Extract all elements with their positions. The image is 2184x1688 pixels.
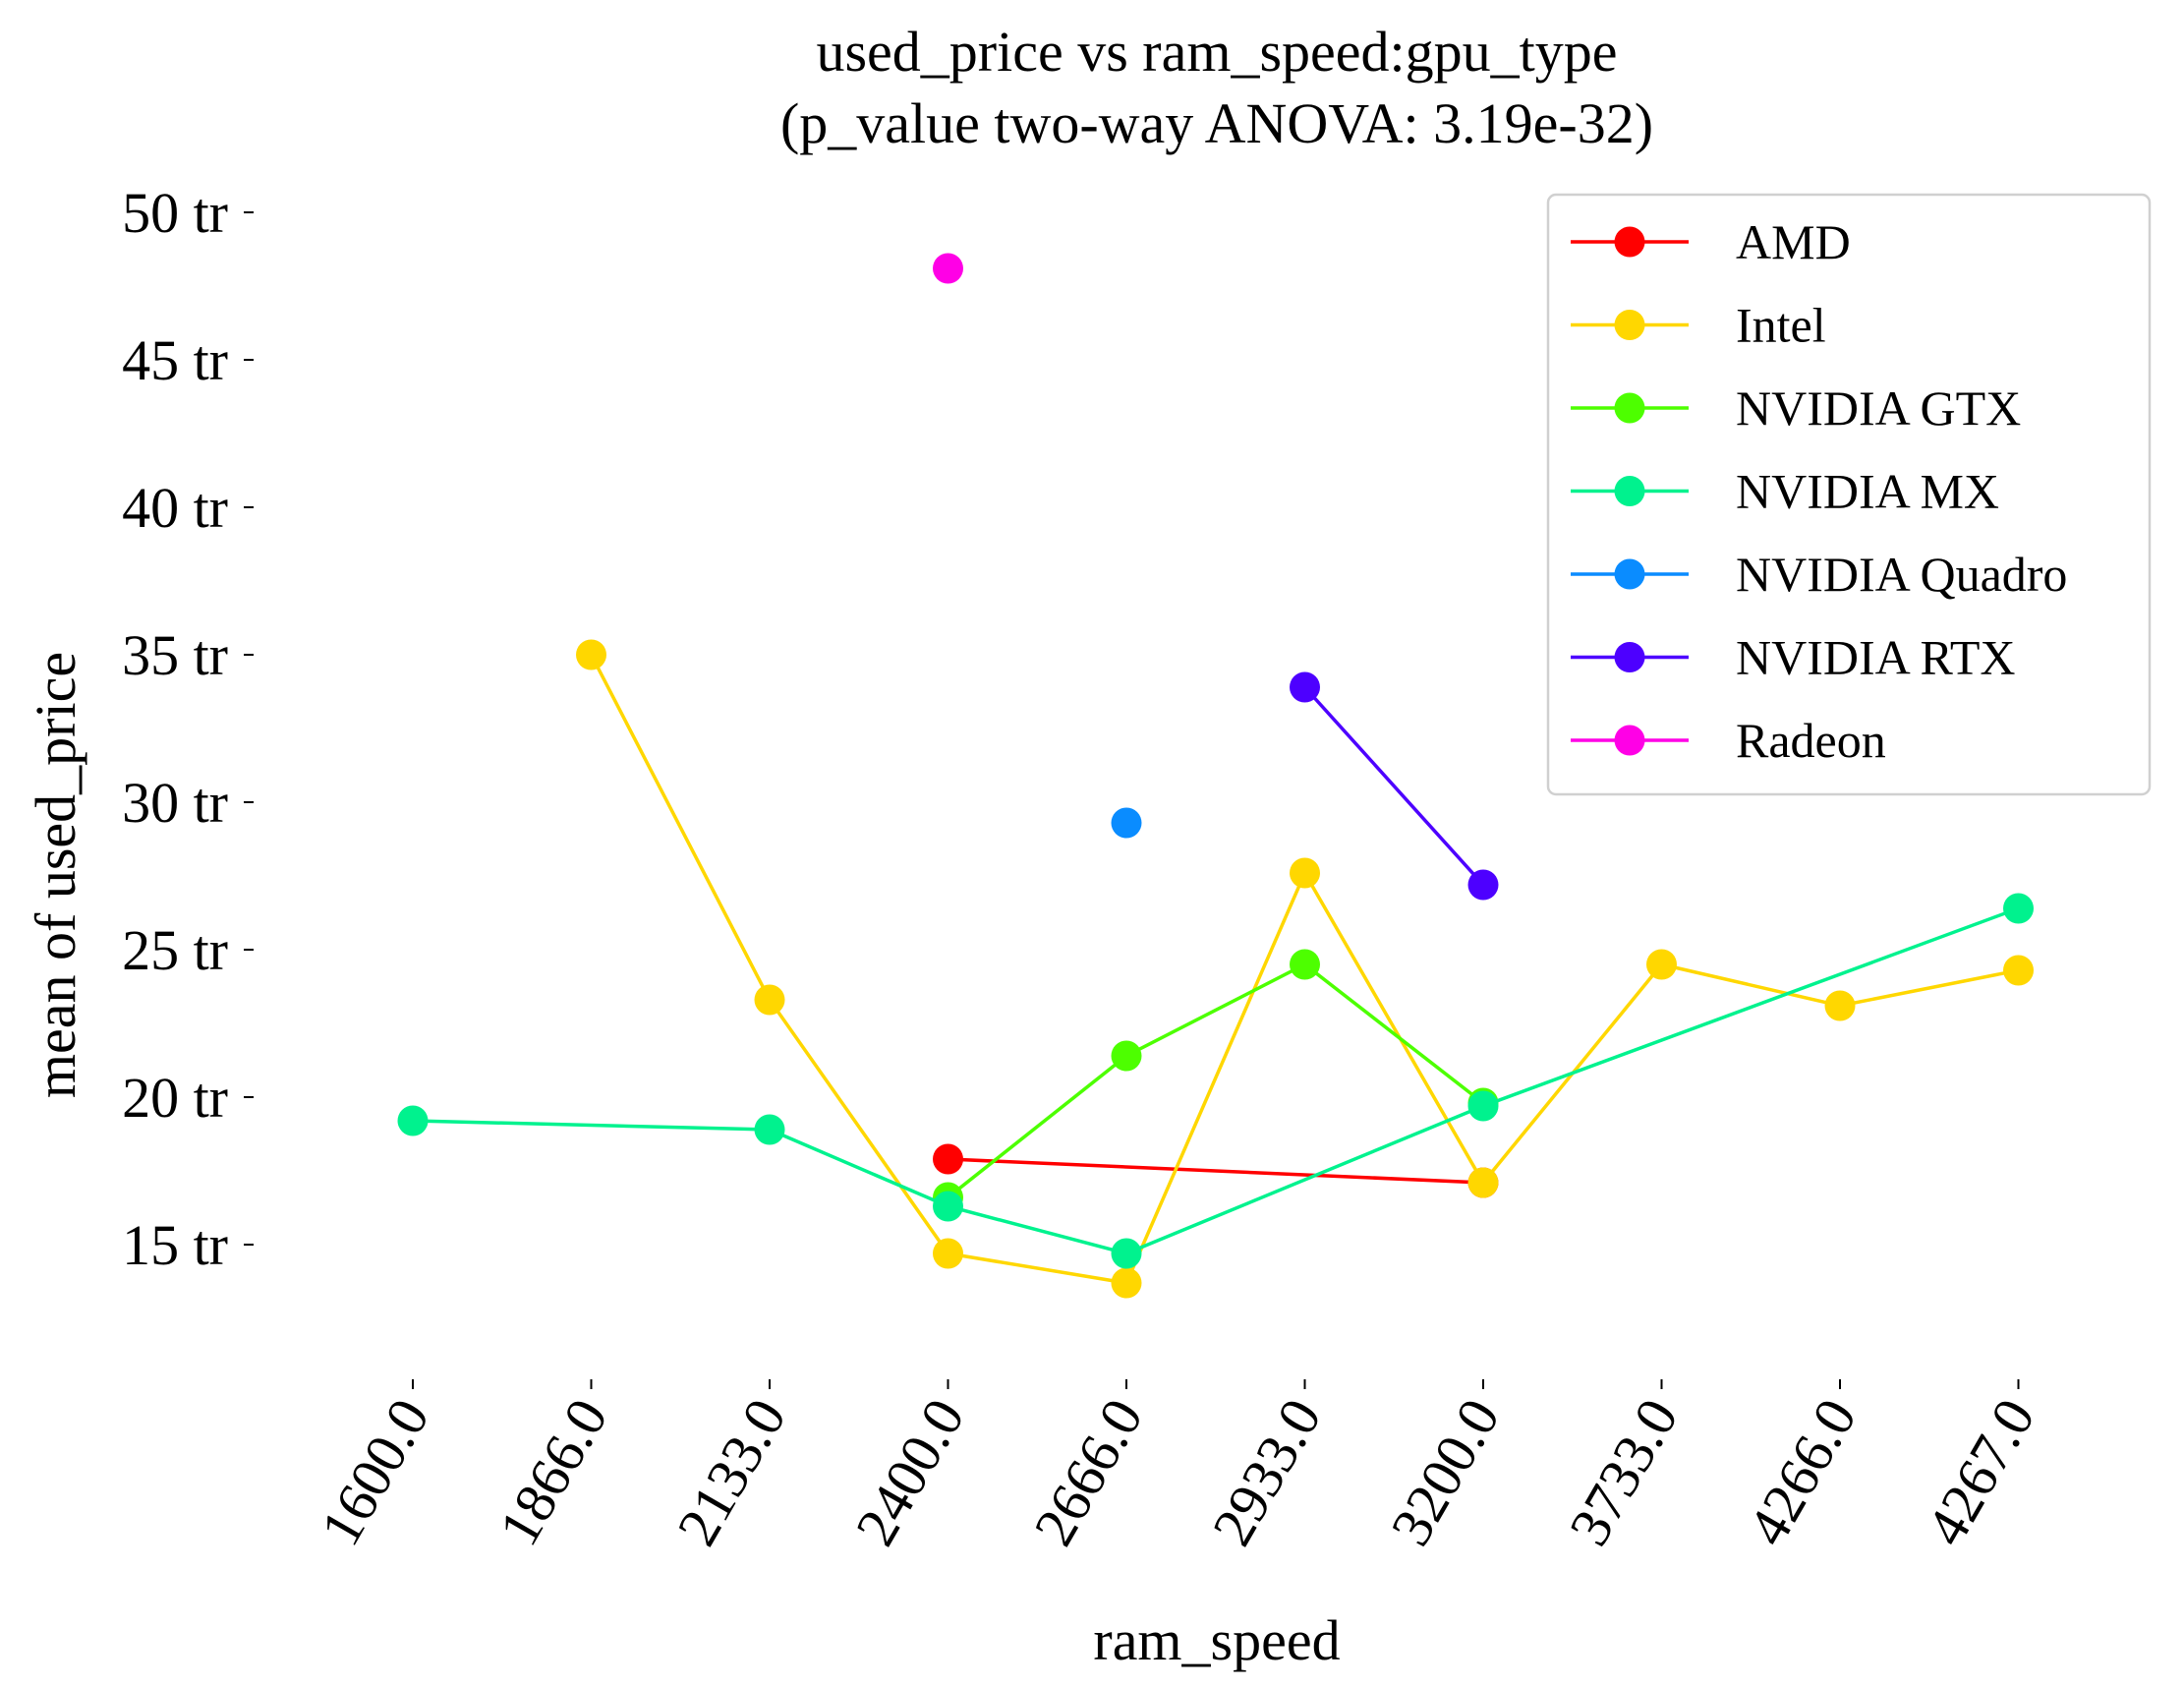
x-axis: 1600.0 1866.0 2133.0 2400.0 2666.0 2933.0 3200… xyxy=(308,1379,2047,1556)
x-tick-label: 2933.0 xyxy=(1200,1388,1334,1556)
data-point-intel xyxy=(1111,1267,1142,1299)
series-line-nvidia-rtx xyxy=(1303,685,1485,887)
x-tick-label: 3733.0 xyxy=(1557,1388,1691,1556)
series-line-nvidia-mx xyxy=(412,906,2020,1255)
legend-item-nvidia-gtx: NVIDIA GTX xyxy=(1571,380,2021,436)
data-point-nvidia-quadro xyxy=(1111,807,1142,839)
y-tick-label: 45 tr xyxy=(122,328,228,392)
x-tick-label: 2400.0 xyxy=(843,1388,977,1556)
data-point-intel xyxy=(2003,955,2034,986)
legend-item-nvidia-rtx: NVIDIA RTX xyxy=(1571,630,2015,685)
plot-area xyxy=(397,253,2034,1299)
x-axis-label: ram_speed xyxy=(1093,1608,1340,1672)
data-point-amd xyxy=(933,1143,963,1175)
data-point-intel xyxy=(754,984,785,1016)
legend-label: AMD xyxy=(1736,214,1851,269)
x-tick-label: 1600.0 xyxy=(308,1388,441,1556)
legend-label: NVIDIA MX xyxy=(1736,464,1999,519)
data-point-nvidia-rtx xyxy=(1290,671,1320,703)
data-point-nvidia-rtx xyxy=(1467,869,1499,901)
series-line-nvidia-gtx xyxy=(947,961,1485,1199)
data-point-nvidia-mx xyxy=(2003,893,2034,924)
legend-item-radeon: Radeon xyxy=(1571,713,1886,768)
legend-marker xyxy=(1614,392,1645,424)
legend-frame xyxy=(1546,193,2152,796)
data-point-nvidia-mx xyxy=(933,1191,963,1222)
legend-label: NVIDIA Quadro xyxy=(1736,547,2067,602)
legend-marker xyxy=(1614,725,1645,756)
data-point-nvidia-mx xyxy=(1467,1090,1499,1122)
legend-item-amd: AMD xyxy=(1571,214,1851,269)
legend-label: Radeon xyxy=(1736,713,1886,768)
data-point-intel xyxy=(933,1238,963,1269)
series-intel xyxy=(576,639,2034,1299)
legend-marker xyxy=(1614,642,1645,672)
y-tick-label: 20 tr xyxy=(122,1066,228,1130)
legend: AMD Intel NVIDIA GTX NVIDIA MX NVIDIA Quadro… xyxy=(1546,193,2152,796)
chart-subtitle: (p_value two-way ANOVA: 3.19e-32) xyxy=(780,91,1653,155)
legend-marker xyxy=(1614,310,1645,340)
x-tick-label: 1866.0 xyxy=(487,1388,620,1556)
y-tick-label: 15 tr xyxy=(122,1213,228,1277)
y-axis: 15 tr 20 tr 25 tr 30 tr 35 tr 40 tr 45 tr 50 tr xyxy=(122,181,254,1277)
data-point-nvidia-mx xyxy=(1111,1238,1142,1269)
y-tick-label: 30 tr xyxy=(122,771,228,835)
data-point-intel xyxy=(1290,857,1320,889)
x-tick-label: 3200.0 xyxy=(1378,1388,1512,1556)
legend-item-nvidia-quadro: NVIDIA Quadro xyxy=(1571,547,2067,602)
series-nvidia-mx xyxy=(397,893,2034,1269)
data-point-intel xyxy=(576,639,606,670)
legend-item-intel: Intel xyxy=(1571,298,1826,353)
series-radeon xyxy=(933,253,963,284)
y-tick-label: 25 tr xyxy=(122,918,228,982)
legend-marker xyxy=(1614,558,1645,590)
data-point-nvidia-mx xyxy=(397,1105,429,1136)
x-tick-label: 4267.0 xyxy=(1914,1388,2047,1556)
legend-label: Intel xyxy=(1736,298,1826,353)
data-point-radeon xyxy=(933,253,963,284)
series-amd xyxy=(933,1143,1499,1198)
chart-title: used_price vs ram_speed:gpu_type xyxy=(816,20,1617,84)
legend-label: NVIDIA GTX xyxy=(1736,380,2021,436)
series-line-amd xyxy=(948,1157,1484,1185)
data-point-intel xyxy=(1824,990,1856,1021)
legend-label: NVIDIA RTX xyxy=(1736,630,2015,685)
legend-item-nvidia-mx: NVIDIA MX xyxy=(1571,464,1999,519)
data-point-intel xyxy=(1646,949,1677,980)
legend-marker xyxy=(1614,476,1645,506)
x-tick-label: 2133.0 xyxy=(664,1388,798,1556)
data-point-nvidia-mx xyxy=(754,1114,785,1145)
x-tick-label: 4266.0 xyxy=(1735,1388,1868,1556)
y-tick-label: 50 tr xyxy=(122,181,228,245)
x-tick-label: 2666.0 xyxy=(1021,1388,1155,1556)
legend-marker xyxy=(1614,226,1645,258)
series-nvidia-quadro xyxy=(1111,807,1142,839)
data-point-intel xyxy=(1467,1167,1499,1198)
data-point-nvidia-gtx xyxy=(1290,949,1320,980)
y-tick-label: 40 tr xyxy=(122,476,228,540)
y-tick-label: 35 tr xyxy=(122,623,228,687)
series-nvidia-rtx xyxy=(1290,671,1499,901)
data-point-nvidia-gtx xyxy=(1111,1040,1142,1072)
y-axis-label: mean of used_price xyxy=(24,652,87,1098)
